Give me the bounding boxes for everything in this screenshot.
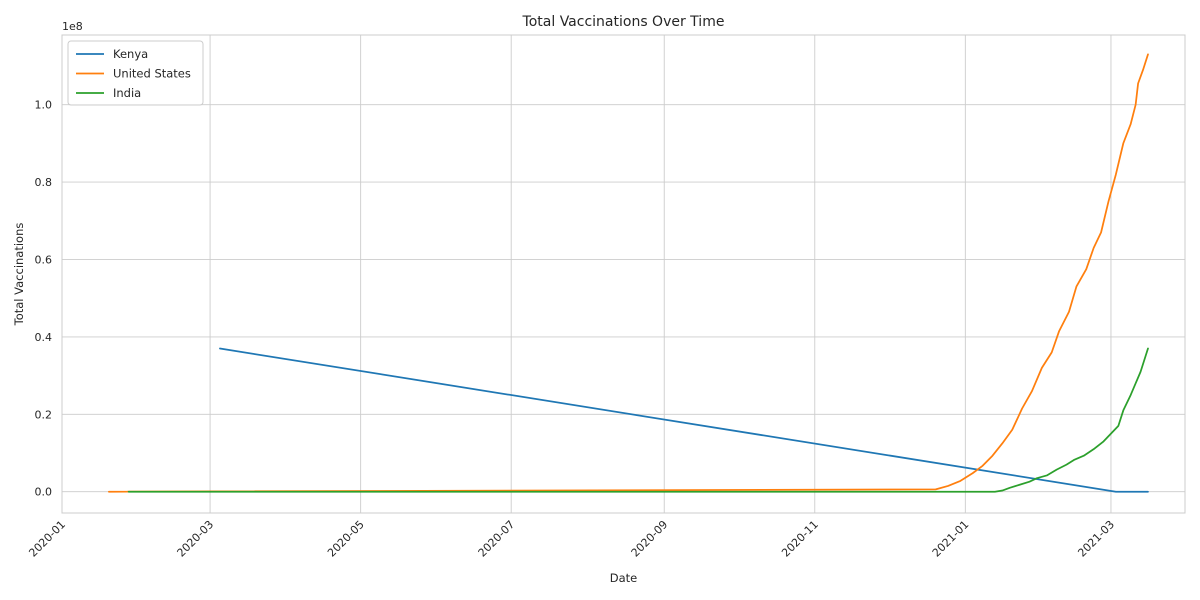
series-layer (108, 53, 1149, 493)
x-tick-label: 2020-09 (629, 518, 671, 560)
x-axis-label: Date (610, 571, 638, 585)
series-line-united-states (108, 53, 1149, 493)
y-tick-label: 0.0 (35, 486, 53, 499)
y-axis-ticks: 0.0 0.2 0.4 0.6 0.8 1.0 (35, 99, 53, 499)
y-axis-label: Total Vaccinations (12, 223, 26, 327)
x-tick-label: 2020-01 (26, 518, 68, 560)
series-line-india (127, 347, 1149, 493)
y-tick-label: 0.6 (35, 253, 53, 266)
legend-label-india: India (113, 86, 141, 100)
x-tick-label: 2020-03 (175, 518, 217, 560)
x-tick-label: 2021-01 (930, 518, 972, 560)
y-tick-label: 0.4 (35, 331, 53, 344)
legend-label-united-states: United States (113, 67, 191, 81)
legend: Kenya United States India (67, 40, 204, 106)
series-line-kenya (219, 347, 1149, 493)
y-tick-label: 1.0 (35, 99, 53, 112)
chart-title: Total Vaccinations Over Time (522, 14, 725, 30)
x-axis-ticks: 2020-01 2020-03 2020-05 2020-07 2020-09 2020-… (26, 518, 1117, 560)
legend-label-kenya: Kenya (113, 47, 148, 61)
y-axis-offset-text: 1e8 (62, 20, 83, 33)
x-tick-label: 2021-03 (1075, 518, 1117, 560)
x-tick-label: 2020-05 (325, 518, 367, 560)
y-tick-label: 0.8 (35, 176, 53, 189)
legend-box (67, 40, 204, 106)
x-tick-label: 2020-11 (779, 518, 821, 560)
plot-frame (61, 34, 1186, 514)
x-tick-label: 2020-07 (476, 518, 518, 560)
grid (61, 35, 1185, 513)
y-tick-label: 0.2 (35, 408, 53, 421)
